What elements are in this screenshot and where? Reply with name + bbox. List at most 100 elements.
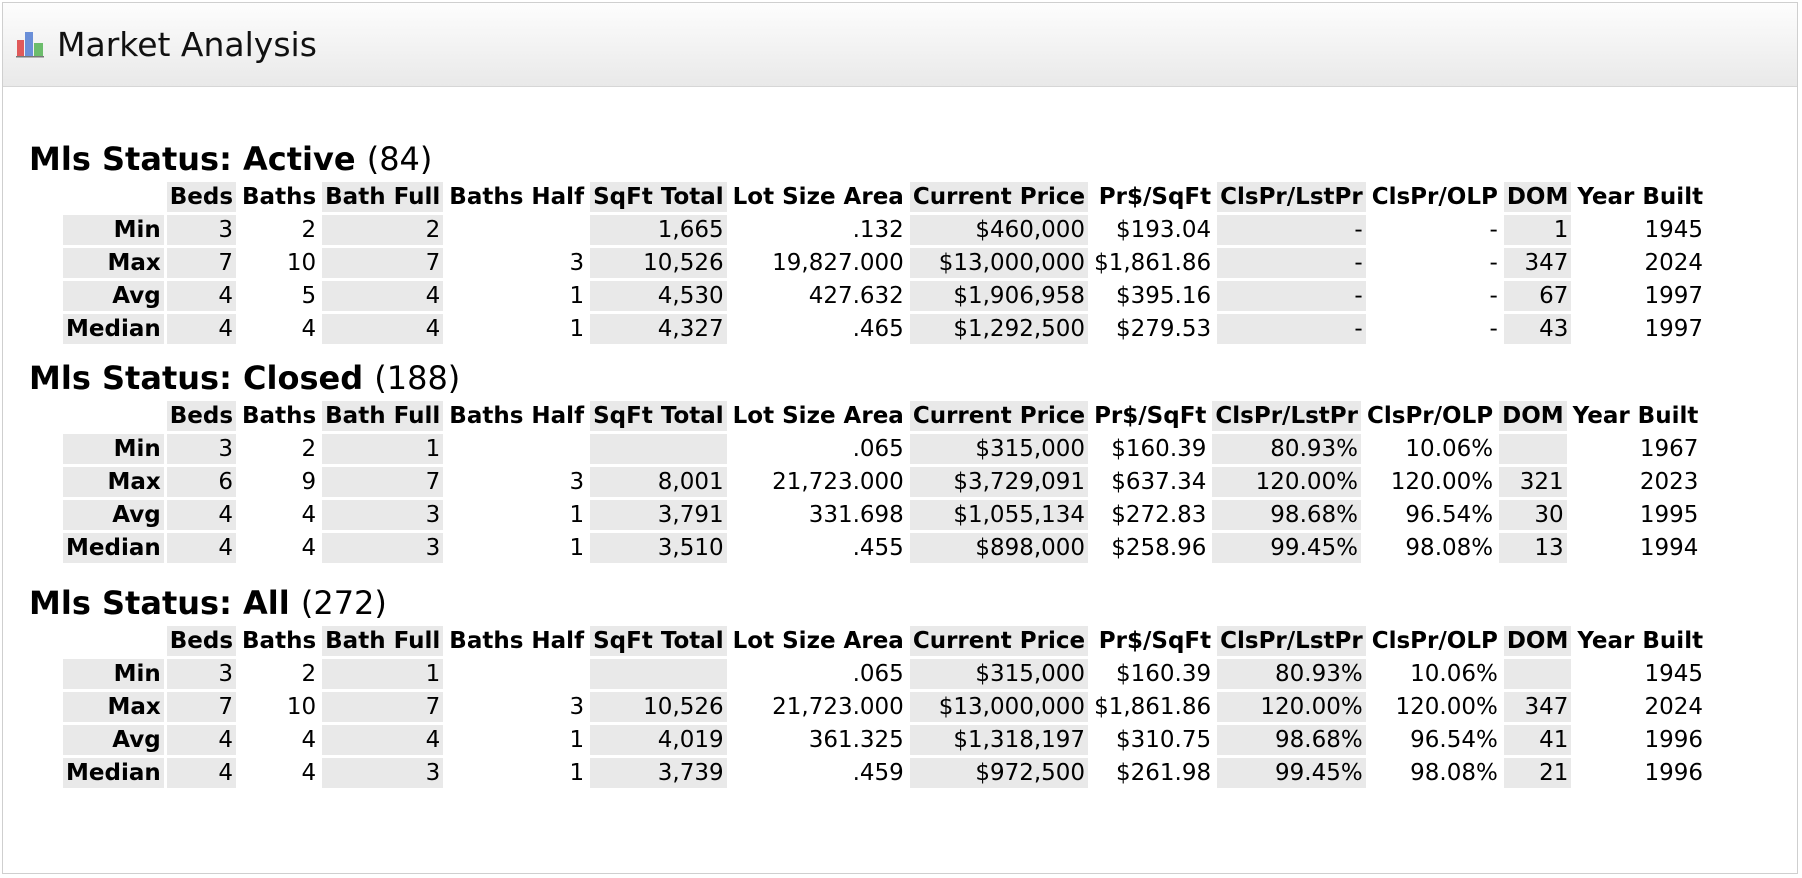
cell-baths: 4 [301,502,317,528]
cell-lot-size-area: 361.325 [808,727,904,753]
header-row: Beds Baths Bath Full Baths Half SqFt Tot… [63,626,1706,656]
cell-sqft-total [590,659,727,689]
column-header: SqFt Total [590,182,727,212]
cell-price-per-sqft: $637.34 [1111,469,1207,495]
table-row: Median 4 4 3 1 3,739 .459 $972,500 $261.… [63,758,1706,788]
cell-price-per-sqft: $160.39 [1116,661,1212,687]
table-row: Min 3 2 1 .065 $315,000 $160.39 80.93% 1… [63,659,1706,689]
row-label: Avg [63,281,164,311]
bar-chart-icon [15,28,57,62]
column-header: ClsPr/LstPr [1217,626,1366,656]
cell-bath-full: 2 [322,215,444,245]
table-row: Max 6 9 7 3 8,001 21,723.000 $3,729,091 … [63,467,1701,497]
cell-beds: 4 [166,533,237,563]
cell-year-built: 2024 [1644,250,1704,276]
cell-price-per-sqft: $261.98 [1116,760,1212,786]
column-header: Baths Half [449,184,585,210]
column-header: Bath Full [322,182,444,212]
cell-dom: 43 [1503,314,1572,344]
cell-bath-full: 1 [322,434,444,464]
cell-dom [1503,659,1572,689]
column-header: Year Built [1577,628,1704,654]
cell-clspr-olp: 98.08% [1405,535,1494,561]
cell-bath-full: 7 [322,692,444,722]
section-heading: Mls Status: All (272) [29,583,1797,623]
cell-price-per-sqft: $193.04 [1116,217,1212,243]
cell-current-price: $1,055,134 [909,500,1089,530]
cell-baths-half: 3 [569,250,585,276]
cell-clspr-lstpr: 99.45% [1217,758,1366,788]
column-header: ClsPr/OLP [1367,403,1494,429]
cell-baths-half [446,434,587,464]
analysis-content: Mls Status: Active (84) Beds Baths Bath … [3,139,1797,791]
section-active: Mls Status: Active (84) Beds Baths Bath … [29,139,1797,347]
cell-price-per-sqft: $160.39 [1111,436,1207,462]
cell-sqft-total: 3,510 [590,533,727,563]
cell-dom: 347 [1503,692,1572,722]
cell-lot-size-area: .132 [852,217,904,243]
cell-lot-size-area: .465 [852,316,904,342]
cell-lot-size-area: 427.632 [808,283,904,309]
cell-beds: 3 [166,434,237,464]
cell-clspr-lstpr: - [1217,314,1366,344]
cell-price-per-sqft: $1,861.86 [1094,250,1212,276]
cell-baths-half: 1 [569,727,585,753]
cell-sqft-total [590,434,727,464]
section-heading: Mls Status: Active (84) [29,139,1797,179]
cell-price-per-sqft: $310.75 [1116,727,1212,753]
column-header: SqFt Total [590,401,727,431]
cell-bath-full: 1 [322,659,444,689]
cell-baths: 4 [301,727,317,753]
cell-dom: 41 [1503,725,1572,755]
cell-current-price: $898,000 [909,533,1089,563]
cell-price-per-sqft: $279.53 [1116,316,1212,342]
cell-year-built: 1994 [1639,535,1699,561]
stats-table: Beds Baths Bath Full Baths Half SqFt Tot… [60,179,1709,347]
row-label: Min [63,215,164,245]
column-header: Bath Full [322,401,444,431]
column-header: ClsPr/LstPr [1217,182,1366,212]
cell-year-built: 1995 [1639,502,1699,528]
stats-table: Beds Baths Bath Full Baths Half SqFt Tot… [60,398,1704,566]
cell-baths-half [446,215,587,245]
cell-clspr-lstpr: - [1217,215,1366,245]
cell-clspr-lstpr: 120.00% [1217,692,1366,722]
cell-current-price: $13,000,000 [909,692,1089,722]
cell-current-price: $1,292,500 [909,314,1089,344]
cell-current-price: $315,000 [909,434,1089,464]
cell-clspr-lstpr: 80.93% [1212,434,1361,464]
section-label: Mls Status: Closed [29,359,364,397]
cell-bath-full: 4 [322,281,444,311]
cell-dom: 21 [1503,758,1572,788]
header-row: Beds Baths Bath Full Baths Half SqFt Tot… [63,182,1706,212]
row-label: Min [63,659,164,689]
corner-cell [63,182,164,212]
cell-lot-size-area: 21,723.000 [772,694,904,720]
cell-sqft-total: 4,019 [590,725,727,755]
cell-beds: 3 [166,215,237,245]
table-row: Median 4 4 3 1 3,510 .455 $898,000 $258.… [63,533,1701,563]
cell-beds: 7 [166,248,237,278]
cell-price-per-sqft: $272.83 [1111,502,1207,528]
cell-current-price: $3,729,091 [909,467,1089,497]
section-closed: Mls Status: Closed (188) Beds Baths Bath… [29,358,1797,566]
cell-bath-full: 4 [322,725,444,755]
cell-baths: 9 [301,469,317,495]
header-row: Beds Baths Bath Full Baths Half SqFt Tot… [63,401,1701,431]
cell-clspr-lstpr: 120.00% [1212,467,1361,497]
cell-lot-size-area: .459 [852,760,904,786]
cell-clspr-olp: 120.00% [1390,469,1494,495]
cell-dom: 347 [1503,248,1572,278]
cell-lot-size-area: .455 [852,535,904,561]
cell-beds: 3 [166,659,237,689]
column-header: ClsPr/LstPr [1212,401,1361,431]
cell-dom: 321 [1499,467,1567,497]
cell-baths-half: 1 [569,283,585,309]
column-header: Beds [166,401,237,431]
table-row: Avg 4 4 4 1 4,019 361.325 $1,318,197 $31… [63,725,1706,755]
column-header: Year Built [1572,403,1699,429]
column-header: DOM [1499,401,1567,431]
cell-price-per-sqft: $258.96 [1111,535,1207,561]
cell-clspr-olp: - [1489,283,1498,309]
cell-dom: 1 [1503,215,1572,245]
